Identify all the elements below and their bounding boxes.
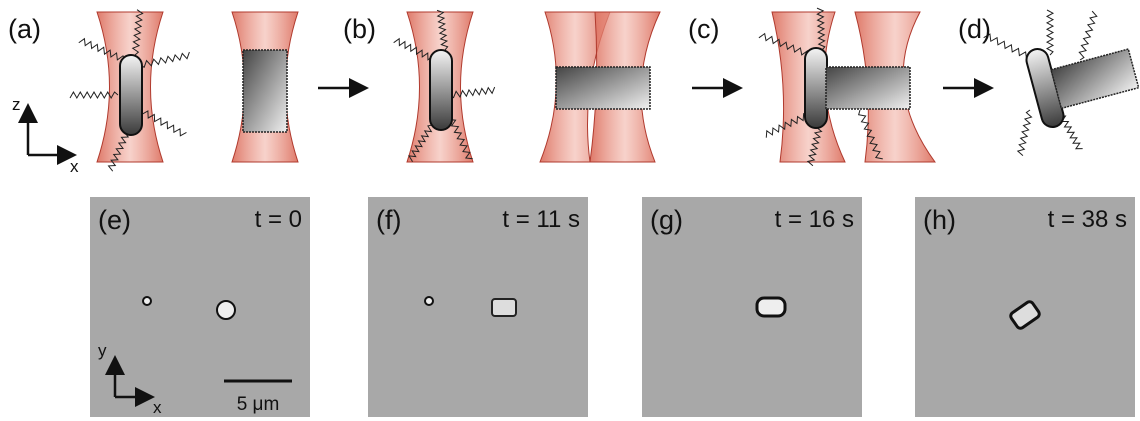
micrographs: (e) t = 0 (f) t = 11 s (g) t = 16 s (h) t = 38 … [90, 197, 1135, 417]
wavy-line [1018, 110, 1032, 156]
panel-label: (f) [376, 205, 401, 235]
particle [492, 299, 516, 316]
rod [120, 55, 142, 135]
time-label: t = 38 s [1048, 206, 1127, 233]
particle [217, 301, 235, 319]
panel-label: (a) [8, 14, 41, 44]
cube [243, 50, 287, 132]
time-label: t = 11 s [502, 206, 580, 233]
panel-label: (h) [923, 205, 956, 235]
particle [757, 298, 785, 316]
axis-label: y [98, 341, 107, 360]
panel-label: (b) [343, 14, 376, 44]
axis-label: x [153, 398, 162, 417]
cube [556, 67, 650, 109]
particle [425, 297, 433, 305]
axis-label: z [12, 95, 21, 114]
wavy-line [1047, 10, 1053, 55]
panel-label: (c) [688, 14, 719, 44]
panel-label: (e) [98, 205, 131, 235]
wavy-line [1079, 11, 1097, 60]
figure: z x (a) (b) (c) (d) (e)t = 0(f)t = 11 s(… [0, 0, 1140, 421]
scale-bar-label: 5 μm [237, 394, 280, 415]
rod [430, 50, 452, 130]
cube [1051, 49, 1139, 108]
panel-label: (g) [650, 205, 683, 235]
rod [805, 48, 827, 128]
particle [143, 297, 151, 305]
time-label: t = 16 s [775, 206, 854, 233]
time-label: t = 0 [255, 206, 302, 233]
panel-label: (d) [958, 14, 991, 44]
axis-label: x [70, 157, 79, 176]
cube [826, 67, 910, 109]
